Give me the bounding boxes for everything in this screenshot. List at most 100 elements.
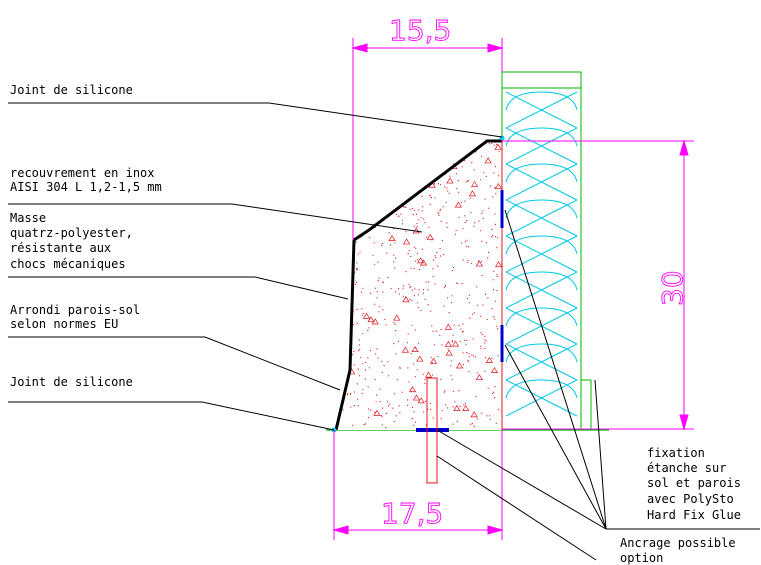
speckle-dot (467, 180, 470, 182)
label-mass-line2: quatrz-polyester, (10, 226, 133, 240)
speckle-triangle (402, 238, 411, 245)
speckle-dot (375, 401, 377, 403)
speckle-dot (356, 398, 359, 400)
speckle-dot (388, 232, 390, 234)
speckle-dot (439, 334, 441, 336)
speckle-dot (480, 179, 482, 181)
speckle-dot (478, 220, 480, 222)
label-mass-line1: Masse (10, 211, 46, 225)
speckle-dot (480, 348, 482, 350)
speckle-dot (484, 347, 486, 350)
speckle-dot (459, 405, 461, 408)
speckle-dot (421, 206, 424, 208)
speckle-dot (468, 356, 470, 358)
speckle-dot (367, 408, 370, 410)
speckle-dot (409, 299, 411, 301)
speckle-dot (461, 242, 463, 244)
speckle-dot (356, 309, 358, 311)
speckle-dot (405, 206, 407, 208)
speckle-dot (351, 424, 354, 426)
label-fixing-line3: sol et parois (647, 476, 741, 490)
dimension-bottom-width: 17,5 (381, 497, 443, 530)
speckle-dot (448, 312, 450, 314)
speckle-dot (452, 423, 454, 425)
speckle-dot (403, 206, 405, 208)
speckle-dot (346, 393, 349, 395)
speckle-dot (489, 415, 491, 417)
speckle-dot (480, 230, 482, 232)
speckle-dot (400, 213, 402, 215)
speckle-dot (447, 297, 449, 299)
speckle-dot (382, 242, 384, 245)
label-fixing-line5: Hard Fix Glue (647, 508, 741, 522)
speckle-dot (413, 209, 415, 211)
speckle-dot (484, 339, 486, 341)
speckle-dot (424, 382, 426, 384)
speckle-dot (413, 268, 415, 270)
speckle-dot (451, 378, 453, 380)
speckle-dot (357, 368, 359, 370)
speckle-dot (481, 212, 483, 215)
speckle-dot (357, 405, 359, 407)
speckle-dot (369, 292, 371, 294)
speckle-dot (484, 370, 486, 372)
speckle-dot (444, 285, 446, 287)
speckle-dot (433, 344, 436, 346)
speckle-dot (477, 304, 479, 306)
speckle-dot (432, 268, 434, 270)
speckle-dot (443, 391, 446, 393)
speckle-triangle (393, 314, 401, 321)
speckle-dot (420, 217, 422, 219)
speckle-dot (426, 236, 428, 238)
speckle-dot (481, 240, 483, 242)
speckle-dot (415, 347, 417, 349)
speckle-dot (377, 261, 379, 263)
speckle-dot (418, 268, 420, 271)
speckle-dot (481, 155, 483, 157)
speckle-dot (411, 418, 413, 420)
speckle-triangle (470, 180, 479, 187)
label-fixing-line2: étanche sur (647, 461, 726, 475)
speckle-dot (488, 251, 490, 253)
speckle-triangle (401, 346, 410, 353)
speckle-dot (356, 322, 358, 324)
speckle-dot (480, 332, 482, 334)
speckle-dot (395, 213, 397, 215)
speckle-dot (362, 389, 364, 391)
speckle-dot (393, 254, 395, 256)
speckle-dot (494, 166, 497, 168)
speckle-dot (374, 287, 377, 289)
speckle-dot (437, 355, 439, 357)
speckle-dot (463, 339, 465, 342)
speckle-dot (435, 330, 437, 332)
speckle-dot (357, 253, 359, 255)
speckle-dot (380, 244, 382, 246)
speckle-dot (405, 271, 407, 273)
speckle-dot (410, 286, 412, 288)
speckle-dot (475, 395, 477, 397)
speckle-dot (458, 390, 460, 392)
speckle-dot (493, 316, 495, 318)
speckle-dot (466, 298, 469, 300)
speckle-dot (441, 410, 443, 412)
speckle-dot (447, 190, 449, 192)
speckle-dot (360, 356, 362, 358)
speckle-dot (410, 267, 412, 269)
speckle-triangle (444, 323, 452, 330)
speckle-dot (458, 216, 460, 218)
speckle-dot (430, 197, 432, 199)
speckle-dot (374, 303, 376, 305)
speckle-dot (488, 143, 490, 145)
speckle-dot (374, 379, 376, 381)
speckle-dot (467, 360, 469, 362)
speckle-dot (497, 237, 499, 239)
speckle-dot (382, 309, 384, 311)
speckle-dot (462, 363, 464, 366)
speckle-dot (446, 222, 448, 224)
speckle-dot (361, 392, 363, 394)
speckle-dot (429, 203, 431, 205)
speckle-triangle (426, 233, 434, 240)
speckle-dot (367, 386, 369, 388)
speckle-dot (385, 324, 387, 326)
speckle-dot (454, 401, 456, 403)
